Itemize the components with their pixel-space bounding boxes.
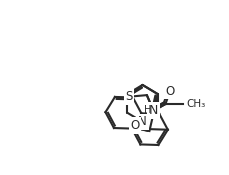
Text: CH₃: CH₃ [185, 99, 205, 109]
Text: N: N [148, 104, 158, 117]
Text: S: S [125, 90, 132, 103]
Text: O: O [165, 85, 174, 97]
Text: N: N [138, 115, 146, 128]
Text: H: H [144, 105, 151, 115]
Text: O: O [130, 119, 139, 132]
